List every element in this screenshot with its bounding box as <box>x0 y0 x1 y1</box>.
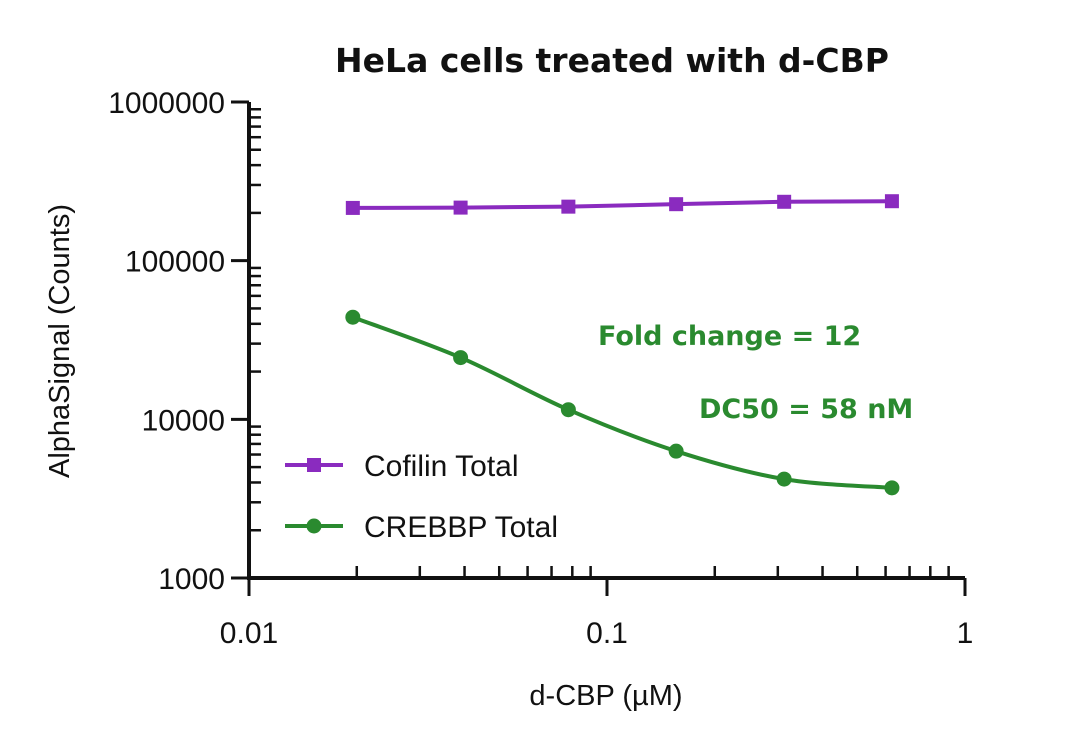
y-tick-label: 1000000 <box>108 87 225 120</box>
y-tick-label: 10000 <box>142 404 225 437</box>
y-tick-label: 100000 <box>125 246 225 279</box>
x-tick-label: 1 <box>957 617 974 650</box>
y-tick-label: 1000 <box>158 563 225 596</box>
data-point-crebbp-total <box>560 402 576 418</box>
series-layer <box>345 194 900 496</box>
data-point-crebbp-total <box>776 471 792 487</box>
legend-marker-crebbp-total <box>306 518 322 534</box>
axes: 1000 10000 100000 1000000 0.01 0.1 1 <box>108 87 973 650</box>
y-axis-label: AlphaSignal (Counts) <box>44 204 76 478</box>
annotations: Fold change = 12 DC50 = 58 nM <box>598 321 913 425</box>
legend-label-crebbp-total: CREBBP Total <box>364 511 558 544</box>
legend: Cofilin Total CREBBP Total <box>285 450 558 544</box>
x-tick-label: 0.1 <box>586 617 628 650</box>
x-tick-label: 0.01 <box>220 617 278 650</box>
series-line-cofilin-total <box>352 199 892 210</box>
data-point-crebbp-total <box>453 350 469 366</box>
data-point-cofilin-total <box>884 194 899 209</box>
x-axis-label: d-CBP (µM) <box>529 680 682 712</box>
annotation-dc50: DC50 = 58 nM <box>699 394 913 425</box>
data-point-cofilin-total <box>345 200 360 215</box>
chart-title: HeLa cells treated with d-CBP <box>335 41 889 80</box>
data-point-cofilin-total <box>561 199 576 214</box>
series-line-crebbp-total <box>352 315 893 490</box>
data-point-cofilin-total <box>777 194 792 209</box>
legend-label-cofilin-total: Cofilin Total <box>364 450 519 483</box>
data-point-crebbp-total <box>668 443 684 459</box>
data-point-crebbp-total <box>345 309 361 325</box>
legend-marker-cofilin-total <box>307 458 321 472</box>
annotation-fold-change: Fold change = 12 <box>598 321 861 352</box>
data-point-cofilin-total <box>453 200 468 215</box>
data-point-crebbp-total <box>884 480 900 496</box>
data-point-cofilin-total <box>669 197 684 212</box>
